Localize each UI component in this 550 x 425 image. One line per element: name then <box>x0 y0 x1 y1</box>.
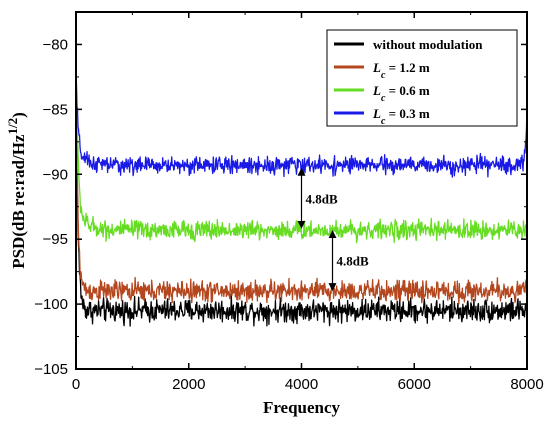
tick-layer: 0 2000 4000 6000 8000 −105 −100 −95 −90 −85 −80 <box>34 11 544 393</box>
y-axis-title: PSD(dB re:rad/Hz1/2) <box>5 112 29 269</box>
legend-label-var: L <box>372 106 381 121</box>
y-axis-title-main: PSD(dB re:rad/Hz <box>9 134 28 269</box>
x-tick-label: 4000 <box>285 376 318 393</box>
annotation-label: 4.8dB <box>337 254 369 269</box>
legend-label: Lc = 0.3 m <box>372 106 430 127</box>
legend-label-sub: c <box>381 116 386 127</box>
x-tick-label: 2000 <box>172 376 205 393</box>
series-line-2 <box>76 50 527 244</box>
y-tick-label: −105 <box>34 361 68 378</box>
series-line-0 <box>76 74 527 327</box>
legend-label-sub: c <box>381 70 386 81</box>
legend-label: Lc = 1.2 m <box>372 60 430 81</box>
y-tick-label: −100 <box>34 296 68 313</box>
y-tick-label: −90 <box>43 166 68 183</box>
y-tick-label: −85 <box>43 101 68 118</box>
y-axis-title-close: ) <box>9 112 28 118</box>
y-axis-title-exponent: 1/2 <box>5 118 20 135</box>
annotation-layer: 4.8dB 4.8dB <box>297 167 369 292</box>
legend-label-rest: = 1.2 m <box>385 60 429 75</box>
x-axis-title: Frequency <box>263 398 341 417</box>
y-tick-label: −80 <box>43 36 68 53</box>
legend-label-var: L <box>372 83 381 98</box>
legend-box <box>326 29 518 127</box>
series-line-1 <box>76 82 527 305</box>
legend-label-rest: = 0.6 m <box>385 83 429 98</box>
legend-label-rest: = 0.3 m <box>385 106 429 121</box>
legend-label: without modulation <box>373 37 483 52</box>
y-tick-label: −95 <box>43 231 68 248</box>
series-layer <box>76 50 527 327</box>
x-tick-label: 6000 <box>398 376 431 393</box>
legend-label: Lc = 0.6 m <box>372 83 430 104</box>
series-line-3 <box>76 70 527 178</box>
annotation-label: 4.8dB <box>306 191 338 206</box>
legend-label-var: L <box>372 60 381 75</box>
x-tick-label: 8000 <box>510 376 543 393</box>
legend-label-sub: c <box>381 93 386 104</box>
x-tick-label: 0 <box>72 376 80 393</box>
